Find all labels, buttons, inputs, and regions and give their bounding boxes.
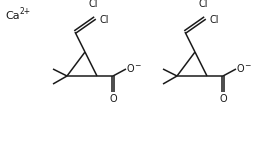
Text: Ca: Ca: [5, 11, 20, 21]
Text: −: −: [245, 61, 251, 70]
Text: Cl: Cl: [88, 0, 98, 9]
Text: −: −: [134, 61, 141, 70]
Text: O: O: [109, 93, 117, 104]
Text: O: O: [236, 64, 244, 74]
Text: O: O: [126, 64, 134, 74]
Text: Cl: Cl: [100, 15, 110, 25]
Text: Cl: Cl: [198, 0, 208, 9]
Text: Cl: Cl: [210, 15, 220, 25]
Text: 2+: 2+: [19, 7, 30, 16]
Text: O: O: [219, 93, 227, 104]
